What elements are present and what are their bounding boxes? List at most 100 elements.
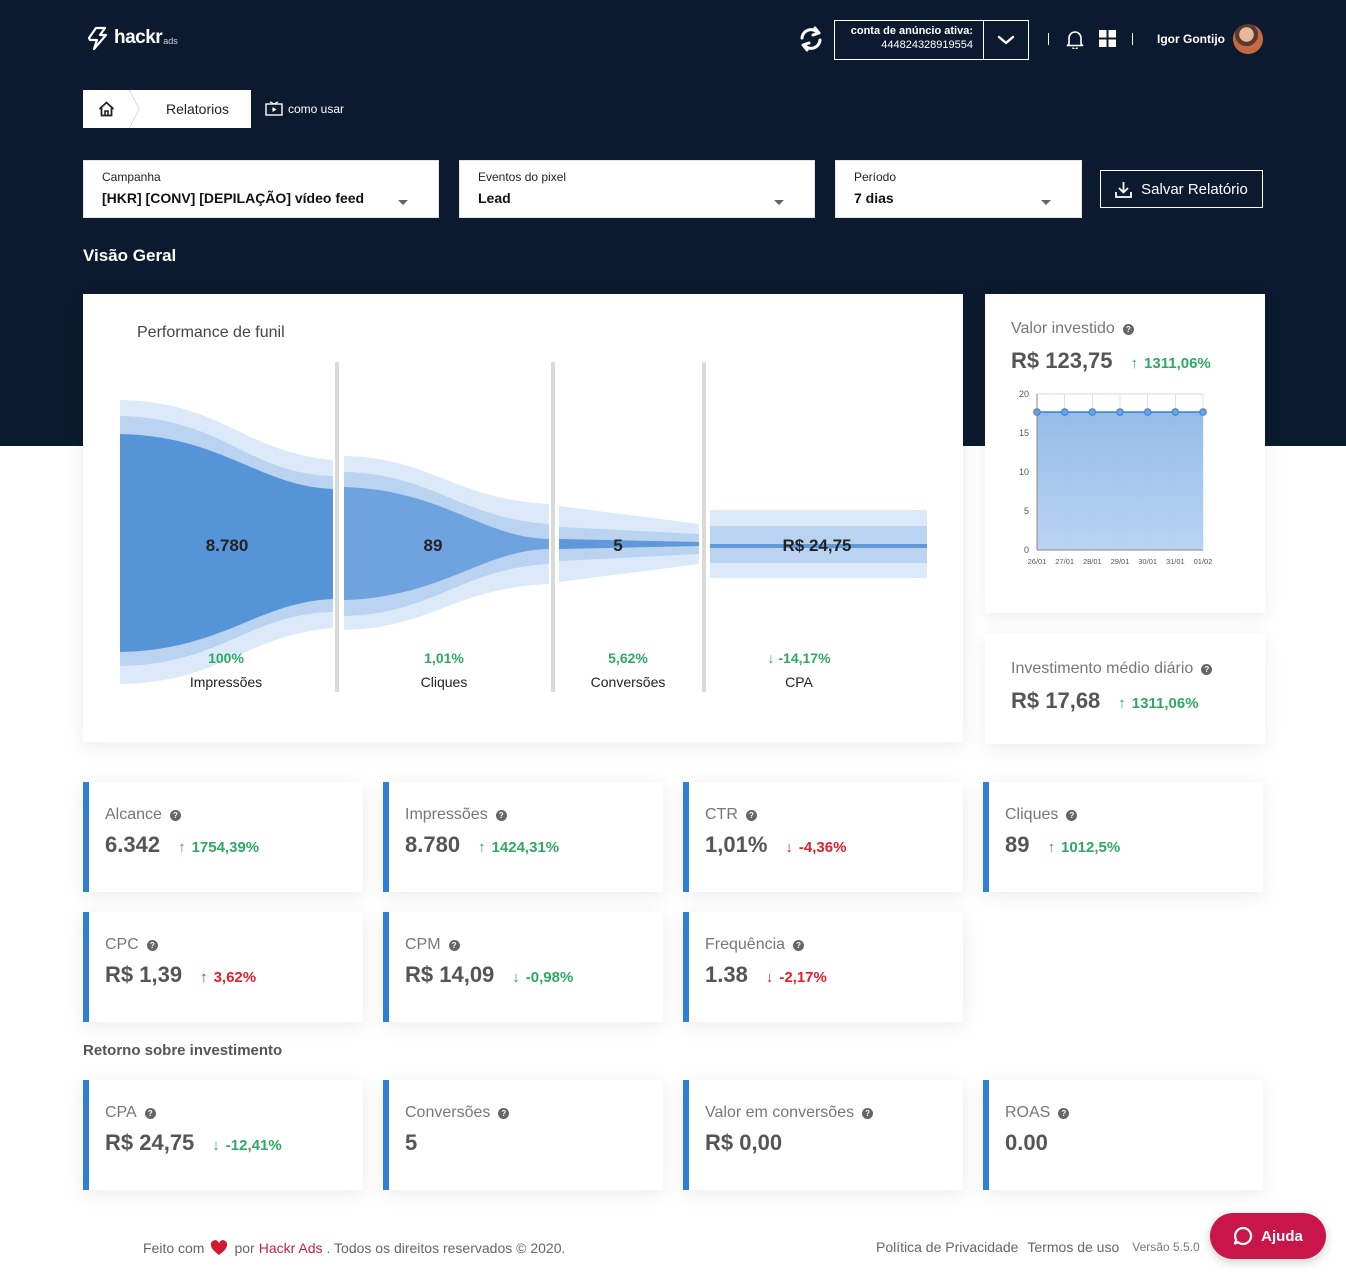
y-tick-label: 5 <box>1024 506 1029 516</box>
invested-change-text: 1311,06% <box>1144 355 1211 372</box>
help-icon[interactable]: ? <box>448 939 460 951</box>
metric-row: 6.342 ↑ 1754,39% <box>105 832 363 858</box>
help-icon[interactable]: ? <box>1201 663 1213 675</box>
help-icon[interactable]: ? <box>498 1107 510 1119</box>
sync-icon[interactable] <box>796 24 826 54</box>
help-icon[interactable]: ? <box>169 809 181 821</box>
roi-section-title: Retorno sobre investimento <box>83 1042 283 1059</box>
data-point <box>1116 408 1124 416</box>
down-arrow-icon: ↓ <box>212 1137 220 1154</box>
privacy-policy-link[interactable]: Política de Privacidade <box>876 1239 1019 1255</box>
metric-change-text: -0,98% <box>525 969 574 986</box>
terms-of-use-link[interactable]: Termos de uso <box>1027 1239 1120 1255</box>
up-arrow-icon: ↑ <box>1130 355 1139 372</box>
roi-card: Conversões? 5 <box>383 1080 663 1190</box>
metric-label: Alcance? <box>105 806 363 824</box>
breadcrumb-home[interactable] <box>83 90 139 128</box>
user-name[interactable]: Igor Gontijo <box>1157 32 1225 46</box>
metric-label: Frequência? <box>705 936 963 954</box>
how-to-link[interactable]: como usar <box>265 101 344 117</box>
help-icon[interactable]: ? <box>495 809 507 821</box>
help-icon[interactable]: ? <box>745 809 757 821</box>
help-icon[interactable]: ? <box>1066 809 1078 821</box>
y-tick-label: 15 <box>1019 428 1029 438</box>
campaign-select-label: Campanha <box>102 170 161 184</box>
data-point <box>1171 408 1180 416</box>
metrics-card: CTR? 1,01% ↓ -4,36% <box>683 782 963 892</box>
metrics-card: CPC? R$ 1,39 ↑ 3,62% <box>83 912 363 1022</box>
help-icon[interactable]: ? <box>793 939 805 951</box>
hackr-logo[interactable]: hackr ads <box>83 24 178 52</box>
up-arrow-icon: ↑ <box>478 839 486 856</box>
help-chat-button[interactable]: Ajuda <box>1210 1213 1326 1259</box>
funnel-band-inner <box>710 544 927 548</box>
bell-icon[interactable] <box>1066 29 1084 49</box>
metric-change-text: 1012,5% <box>1060 839 1121 856</box>
funnel-impressions-name: Impressões <box>189 674 263 690</box>
help-icon[interactable]: ? <box>146 939 158 951</box>
funnel-cpa-pct: ↓ -14,17% <box>767 650 830 666</box>
logo-text: hackr <box>114 27 163 48</box>
metric-value: R$ 0,00 <box>705 1130 783 1155</box>
campaign-select-value: [HKR] [CONV] [DEPILAÇÃO] vídeo feed <box>102 190 365 206</box>
user-avatar[interactable] <box>1233 24 1263 54</box>
metric-label-text: ROAS <box>1005 1104 1051 1121</box>
metric-row: 89 ↑ 1012,5% <box>1005 832 1263 858</box>
metric-change: ↑ 1754,39% <box>178 839 259 856</box>
account-dropdown-toggle[interactable] <box>984 21 1028 59</box>
metrics-card: Impressões? 8.780 ↑ 1424,31% <box>383 782 663 892</box>
metric-value: 5 <box>405 1130 418 1155</box>
metric-value: 0.00 <box>1005 1130 1048 1155</box>
funnel-title: Performance de funil <box>137 324 285 341</box>
tv-play-icon <box>265 101 283 116</box>
metric-label-text: Alcance <box>105 806 162 823</box>
up-arrow-icon: ↑ <box>1118 695 1126 712</box>
metric-value: 89 <box>1005 832 1030 857</box>
daily-average-row: R$ 17,68 ↑ 1311,06% <box>1011 688 1265 714</box>
active-account-selector[interactable]: conta de anúncio ativa: 444824328919554 <box>834 20 1029 60</box>
metric-label: Cliques? <box>1005 806 1263 824</box>
footer-brand-link[interactable]: Hackr Ads <box>258 1240 323 1256</box>
save-report-label: Salvar Relatório <box>1141 180 1248 198</box>
funnel-cpa-name: CPA <box>785 674 813 690</box>
y-tick-label: 10 <box>1019 467 1029 477</box>
daily-average-label-text: Investimento médio diário <box>1011 660 1194 677</box>
down-arrow-icon: ↓ <box>765 969 774 986</box>
up-arrow-icon: ↑ <box>200 969 208 986</box>
metric-change: ↑ 1012,5% <box>1047 839 1120 856</box>
daily-average-change: ↑ 1311,06% <box>1118 695 1198 712</box>
chat-bubble-icon <box>1234 1226 1253 1246</box>
period-select[interactable]: Período 7 dias <box>835 160 1082 218</box>
help-icon[interactable]: ? <box>1122 323 1134 335</box>
funnel-performance-card: Performance de funil 8.780 89 5 R$ 24,75… <box>83 294 963 742</box>
metric-value: 8.780 <box>405 832 461 857</box>
save-report-button[interactable]: Salvar Relatório <box>1100 170 1263 208</box>
chevron-down-icon <box>997 35 1015 45</box>
daily-average-label: Investimento médio diário ? <box>1011 660 1265 678</box>
campaign-select[interactable]: Campanha [HKR] [CONV] [DEPILAÇÃO] vídeo … <box>83 160 439 218</box>
roi-card: CPA? R$ 24,75 ↓ -12,41% <box>83 1080 363 1190</box>
breadcrumb-reports[interactable]: Relatorios <box>166 101 230 117</box>
metric-value: R$ 1,39 <box>105 962 183 987</box>
help-icon[interactable]: ? <box>144 1107 156 1119</box>
data-point <box>1199 408 1207 416</box>
period-label: Período <box>854 170 897 184</box>
help-chat-label: Ajuda <box>1261 1227 1303 1245</box>
metric-row: 0.00 <box>1005 1130 1263 1156</box>
funnel-cpa-value: R$ 24,75 <box>782 536 852 555</box>
footer-by: por <box>234 1240 255 1256</box>
help-icon[interactable]: ? <box>862 1107 874 1119</box>
invested-label-text: Valor investido <box>1011 320 1115 337</box>
account-label: conta de anúncio ativa: <box>850 25 973 37</box>
apps-grid-icon[interactable] <box>1099 30 1116 47</box>
pixel-events-select[interactable]: Eventos do pixel Lead <box>459 160 815 218</box>
footer-links: Política de Privacidade Termos de uso Ve… <box>876 1239 1200 1255</box>
footer-credits: Feito com por Hackr Ads . Todos os direi… <box>143 1240 565 1256</box>
metric-label: Conversões? <box>405 1104 663 1122</box>
funnel-clicks-name: Cliques <box>420 674 468 690</box>
metric-change-text: -12,41% <box>225 1137 282 1154</box>
invested-value: R$ 123,75 <box>1011 348 1113 373</box>
help-icon[interactable]: ? <box>1058 1107 1070 1119</box>
account-info: conta de anúncio ativa: 444824328919554 <box>835 21 984 59</box>
metric-change: ↓ -4,36% <box>785 839 846 856</box>
